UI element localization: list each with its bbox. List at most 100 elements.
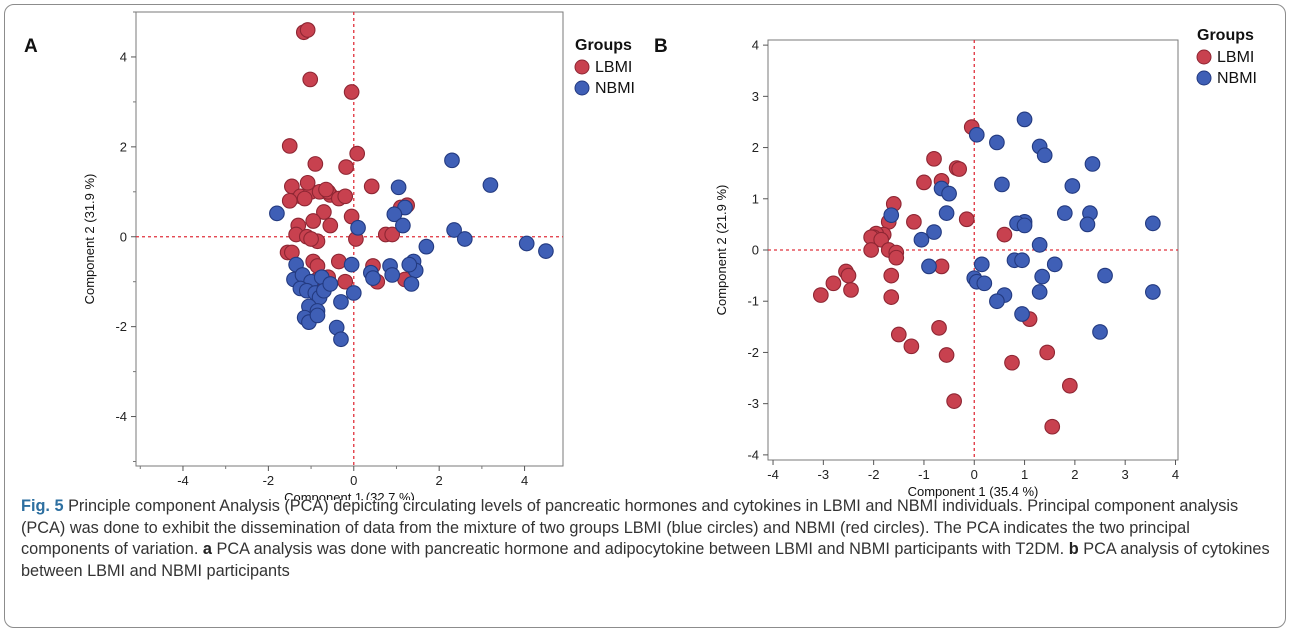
data-point-nbmi (444, 152, 460, 169)
data-point-lbmi (322, 217, 339, 234)
caption-text-a: PCA analysis was done with pancreatic ho… (216, 540, 1065, 558)
data-point-nbmi (1034, 268, 1051, 285)
data-point-nbmi (1031, 237, 1048, 253)
data-point-nbmi (322, 276, 339, 292)
data-point-nbmi (386, 206, 403, 223)
data-point-lbmi (302, 71, 319, 88)
data-point-nbmi (365, 270, 381, 286)
data-point-lbmi (1004, 354, 1020, 371)
data-point-nbmi (1144, 215, 1161, 232)
x-tick-label: 2 (436, 473, 443, 488)
data-point-nbmi (269, 205, 285, 222)
legend-title: Groups (1197, 27, 1254, 44)
x-tick-label: 4 (521, 473, 528, 488)
data-point-nbmi (1079, 216, 1096, 233)
data-point-lbmi (281, 192, 298, 209)
data-point-lbmi (825, 275, 842, 292)
data-point-nbmi (1056, 205, 1073, 221)
data-point-nbmi (456, 231, 473, 247)
data-point-nbmi (350, 219, 366, 236)
data-point-lbmi (951, 161, 968, 177)
data-point-lbmi (305, 213, 322, 229)
data-point-lbmi (299, 22, 316, 38)
caption-label-b: b (1068, 540, 1079, 558)
data-point-lbmi (299, 174, 316, 191)
panel-label: A (24, 36, 38, 57)
legend-label-nbmi: NBMI (595, 80, 635, 97)
data-point-nbmi (1014, 306, 1030, 322)
data-point-lbmi (318, 181, 334, 198)
data-point-nbmi (309, 307, 326, 324)
data-point-nbmi (968, 126, 985, 143)
data-point-lbmi (330, 253, 347, 270)
data-point-nbmi (1097, 267, 1113, 284)
data-point-lbmi (307, 156, 324, 172)
data-point-lbmi (337, 273, 354, 290)
legend-label-lbmi: LBMI (595, 59, 632, 76)
x-tick-label: -4 (767, 467, 779, 482)
data-point-nbmi (989, 293, 1005, 310)
x-tick-label: -3 (818, 467, 830, 482)
data-point-nbmi (1046, 256, 1063, 273)
x-tick-label: 4 (1172, 467, 1179, 482)
y-tick-label: 0 (752, 243, 759, 258)
data-point-lbmi (958, 211, 975, 228)
y-tick-label: -2 (115, 319, 127, 334)
data-point-lbmi (296, 190, 313, 207)
data-point-nbmi (401, 256, 418, 273)
data-point-lbmi (384, 226, 401, 243)
data-point-lbmi (1039, 344, 1056, 361)
legend-marker-lbmi (574, 59, 590, 75)
y-tick-label: 2 (752, 140, 759, 155)
figure-canvas: A -4 -2 0 2 4 -4 -2 0 2 4 Component 1 (32.7 %) Compo… (24, 11, 1257, 500)
y-tick-label: 3 (752, 89, 759, 104)
data-point-nbmi (938, 205, 955, 221)
figure-frame (4, 4, 1286, 628)
data-point-lbmi (349, 145, 366, 162)
data-point-lbmi (1044, 418, 1061, 435)
data-point-nbmi (518, 235, 535, 252)
legend-title: Groups (575, 37, 632, 54)
data-point-lbmi (996, 226, 1013, 243)
data-point-nbmi (482, 177, 499, 193)
data-point-lbmi (906, 213, 922, 230)
x-axis-title: Component 1 (32.7 %) (284, 490, 415, 500)
data-point-lbmi (863, 242, 879, 258)
data-point-nbmi (883, 207, 900, 224)
y-tick-label: -4 (115, 409, 127, 424)
y-tick-label: -1 (747, 294, 759, 309)
figure-caption: Fig. 5 Principle component Analysis (PCA… (21, 496, 1271, 582)
data-point-nbmi (395, 217, 411, 234)
data-point-lbmi (903, 338, 920, 355)
data-point-nbmi (1144, 284, 1161, 300)
data-point-lbmi (916, 174, 932, 191)
panel-label: B (654, 36, 668, 57)
y-tick-label: -4 (747, 447, 759, 462)
y-tick-label: 4 (752, 38, 759, 53)
x-tick-label: 2 (1071, 467, 1078, 482)
data-point-nbmi (921, 258, 937, 275)
data-point-nbmi (403, 276, 420, 292)
y-tick-label: 4 (120, 49, 127, 64)
data-point-lbmi (303, 231, 319, 247)
x-tick-label: -4 (177, 473, 189, 488)
data-point-nbmi (941, 185, 957, 202)
data-point-lbmi (883, 267, 900, 284)
data-point-nbmi (345, 285, 362, 301)
caption-figure-number: Fig. 5 (21, 497, 64, 515)
y-tick-label: -3 (747, 396, 759, 411)
caption-text-b: PCA analysis of cytokines between LBMI a… (21, 540, 1270, 580)
data-point-nbmi (1016, 217, 1033, 234)
legend-marker-lbmi (1196, 49, 1212, 65)
data-point-nbmi (343, 256, 360, 273)
data-point-lbmi (926, 150, 942, 167)
y-tick-label: 0 (120, 229, 127, 244)
data-point-lbmi (888, 249, 905, 266)
y-tick-label: 2 (120, 139, 127, 154)
data-point-nbmi (446, 222, 462, 238)
x-axis-title: Component 1 (35.4 %) (908, 484, 1039, 499)
data-point-lbmi (343, 84, 360, 100)
data-point-nbmi (994, 176, 1010, 193)
data-point-nbmi (333, 331, 349, 348)
y-axis-title: Component 2 (31.9 %) (82, 174, 97, 305)
